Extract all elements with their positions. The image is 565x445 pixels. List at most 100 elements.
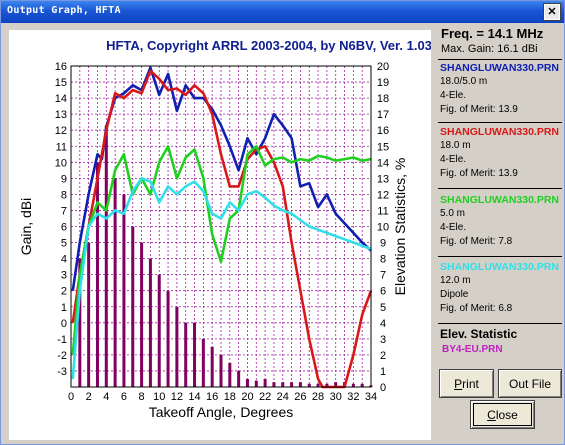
y2-tick-label: 10 — [377, 222, 389, 234]
series-line-3 — [71, 145, 372, 356]
print-button-label: Print — [454, 376, 479, 391]
y-tick-label: 15 — [55, 77, 67, 89]
antenna-type: 4-Ele. — [440, 90, 467, 101]
y2-tick-label: 18 — [377, 93, 389, 105]
x-tick-label: 32 — [347, 391, 359, 403]
y2-tick-label: 17 — [377, 109, 389, 121]
elevation-bar — [219, 354, 223, 387]
y2-tick-label: 7 — [380, 270, 386, 282]
y-tick-label: 13 — [55, 109, 67, 121]
antenna-height: 18.0 m — [440, 140, 471, 151]
figure-of-merit: Fig. of Merit: 13.9 — [440, 168, 518, 179]
antenna-type: 4-Ele. — [440, 154, 467, 165]
plot-border — [70, 65, 372, 388]
y-tick-label: 8 — [61, 189, 67, 201]
elevation-bar — [95, 162, 99, 387]
y2-tick-label: 6 — [380, 286, 386, 298]
y-axis-label: Gain, dBi — [18, 198, 34, 256]
y-tick-label: 9 — [61, 173, 67, 185]
elevation-bar — [131, 226, 135, 387]
elevation-bar — [184, 322, 188, 387]
y-tick-label: 11 — [56, 141, 67, 153]
antenna-name: SHANGLUWAN330.PRN — [440, 194, 560, 206]
x-tick-label: 10 — [153, 391, 165, 403]
antenna-height: 12.0 m — [440, 275, 471, 286]
figure-of-merit: Fig. of Merit: 7.8 — [440, 236, 513, 247]
x-tick-label: 2 — [86, 391, 92, 403]
y2-tick-label: 19 — [377, 77, 389, 89]
divider — [438, 59, 562, 60]
elevation-bar — [237, 370, 241, 387]
elevation-bar — [298, 382, 302, 387]
chart-area: HFTA, Copyright ARRL 2003-2004, by N6BV,… — [9, 30, 432, 440]
y2-tick-label: 4 — [380, 318, 386, 330]
elevation-bar — [210, 346, 214, 387]
divider — [438, 323, 562, 324]
elev-statistic-header: Elev. Statistic — [440, 327, 518, 341]
y-tick-label: 5 — [61, 238, 67, 250]
y2-tick-label: 15 — [377, 141, 389, 153]
elevation-bar — [78, 258, 82, 387]
elevation-bar — [157, 274, 161, 387]
y-tick-label: 3 — [61, 270, 67, 282]
antenna-name: SHANGLUWAN330.PRN — [440, 126, 560, 138]
elevation-bar — [175, 306, 179, 387]
antenna-entry-3: SHANGLUWAN330.PRN 5.0 m 4-Ele. Fig. of M… — [440, 193, 564, 249]
y2-tick-label: 9 — [380, 238, 386, 250]
y-tick-label: -2 — [57, 350, 67, 362]
antenna-entry-1: SHANGLUWAN330.PRN 18.0/5.0 m 4-Ele. Fig.… — [440, 61, 564, 117]
elevation-bar — [193, 322, 197, 387]
close-button[interactable]: Close — [470, 400, 535, 429]
y-tick-label: 4 — [61, 254, 67, 266]
antenna-height: 5.0 m — [440, 208, 466, 219]
y2-tick-label: 1 — [380, 366, 386, 378]
elevation-bar — [113, 178, 117, 387]
antenna-name: SHANGLUWAN330.PRN — [440, 261, 560, 273]
elevation-bar — [201, 338, 205, 387]
y2-tick-label: 5 — [380, 302, 386, 314]
close-button-label: Close — [487, 407, 518, 422]
frequency-label: Freq. = 14.1 MHz — [441, 26, 544, 41]
y2-tick-label: 11 — [377, 205, 388, 217]
elevation-bar — [307, 383, 311, 387]
elevation-bar — [263, 378, 267, 387]
print-button[interactable]: Print — [439, 369, 494, 398]
x-tick-label: 14 — [188, 391, 200, 403]
y2-tick-label: 16 — [377, 125, 389, 137]
x-tick-label: 34 — [365, 391, 377, 403]
x-tick-label: 6 — [121, 391, 127, 403]
y-tick-label: 0 — [61, 318, 67, 330]
elev-statistic-file: BY4-EU.PRN — [442, 344, 503, 355]
elevation-bar — [351, 383, 355, 387]
antenna-entry-4: SHANGLUWAN330.PRN 12.0 m Dipole Fig. of … — [440, 260, 564, 316]
elevation-bar — [87, 242, 91, 387]
title-bar[interactable]: Output Graph, HFTA ✕ — [1, 1, 564, 23]
close-window-button[interactable]: ✕ — [543, 3, 561, 21]
elevation-bar — [254, 380, 258, 387]
figure-of-merit: Fig. of Merit: 6.8 — [440, 303, 513, 314]
y2-tick-label: 0 — [380, 382, 386, 394]
y-tick-label: 6 — [61, 222, 67, 234]
figure-of-merit: Fig. of Merit: 13.9 — [440, 104, 518, 115]
elevation-bar — [166, 290, 170, 387]
antenna-type: 4-Ele. — [440, 222, 467, 233]
y-tick-label: 2 — [61, 286, 67, 298]
close-icon: ✕ — [547, 5, 557, 18]
x-axis-label: Takeoff Angle, Degrees — [149, 404, 294, 420]
elevation-bar — [334, 382, 338, 387]
elevation-bar — [316, 383, 320, 387]
y-tick-label: 10 — [55, 157, 67, 169]
out-file-button[interactable]: Out File — [498, 369, 562, 398]
elevation-bar — [104, 125, 108, 387]
y-tick-label: 1 — [61, 302, 67, 314]
x-tick-label: 8 — [139, 391, 145, 403]
x-tick-label: 20 — [241, 391, 253, 403]
elevation-bar — [140, 242, 144, 387]
x-tick-label: 0 — [68, 391, 74, 403]
y2-tick-label: 12 — [377, 189, 389, 201]
x-tick-label: 22 — [259, 391, 271, 403]
y2-tick-label: 8 — [380, 254, 386, 266]
series-line-4 — [71, 177, 372, 380]
y2-tick-label: 3 — [380, 334, 386, 346]
elevation-bar — [228, 362, 232, 387]
